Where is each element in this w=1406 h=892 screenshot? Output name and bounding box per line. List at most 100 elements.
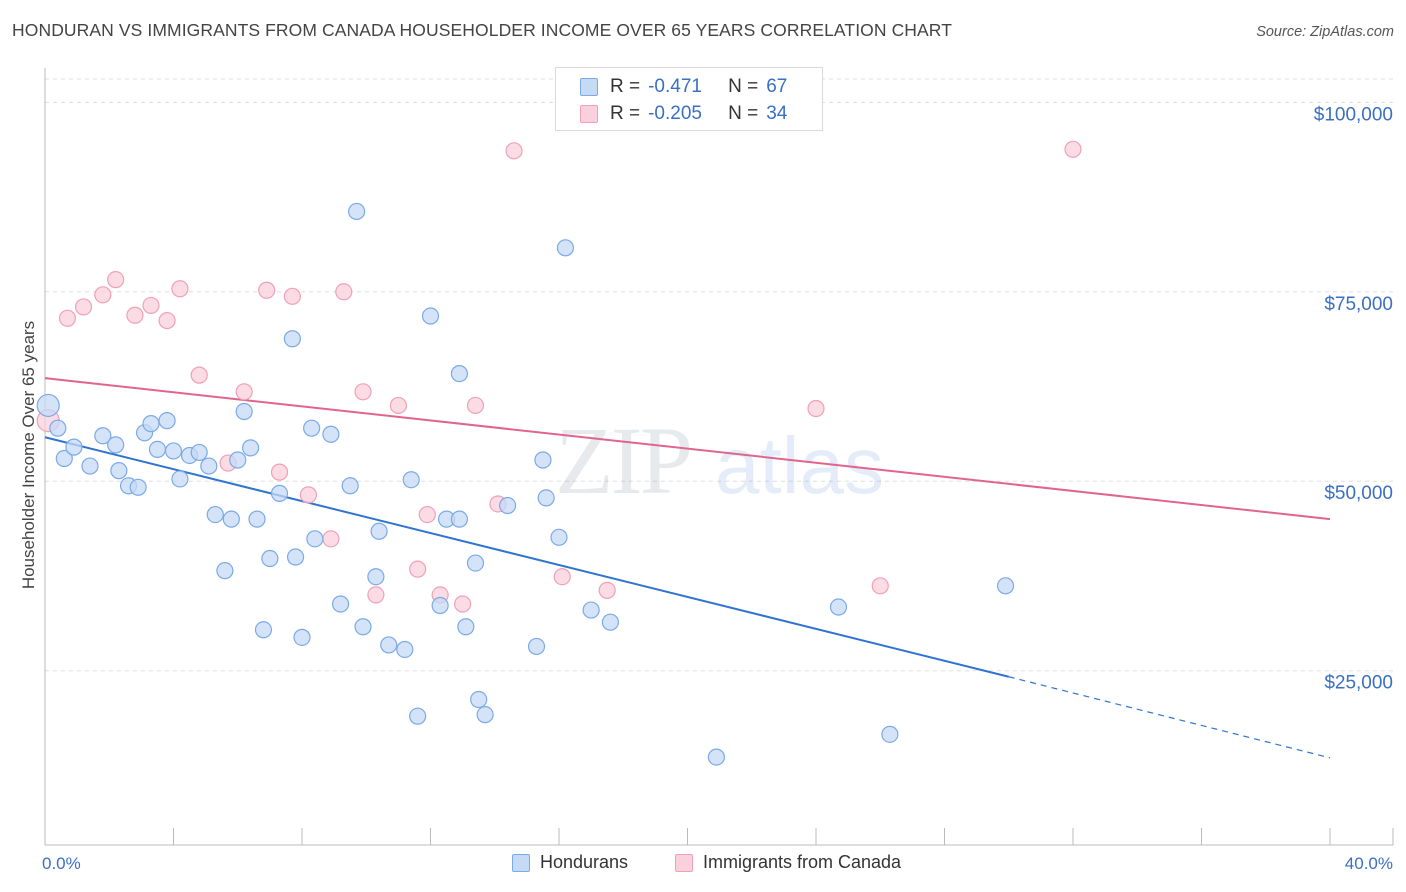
honduran-point: [190, 443, 208, 462]
honduran-point: [261, 549, 279, 568]
y-tick-label: $25,000: [1324, 673, 1393, 694]
canada-point: [807, 399, 825, 418]
honduran-point: [881, 725, 899, 743]
honduran-point: [322, 425, 340, 443]
honduran-point: [81, 457, 99, 475]
honduran-point: [537, 489, 555, 507]
honduran-point: [470, 690, 488, 709]
canada-point: [335, 283, 353, 301]
canada-point: [142, 296, 160, 315]
canada-point: [258, 281, 276, 299]
honduran-point: [110, 462, 128, 480]
canada-point: [871, 577, 889, 595]
bottom-legend: Hondurans Immigrants from Canada: [0, 852, 1406, 876]
canada-point: [190, 366, 208, 384]
honduran-point: [286, 548, 305, 566]
legend-swatch-canada: [580, 105, 598, 123]
trend-line-hondurans-extension: [1008, 676, 1331, 759]
honduran-point: [293, 628, 311, 646]
canada-point: [299, 486, 318, 504]
canada-point: [158, 311, 176, 330]
y-tick-label: $50,000: [1324, 483, 1393, 504]
canada-point: [367, 586, 385, 604]
honduran-point: [283, 330, 301, 348]
trend-lines: [44, 377, 1331, 759]
honduran-point: [229, 451, 247, 469]
honduran-point: [450, 365, 469, 383]
honduran-point: [370, 522, 388, 540]
canada-point: [74, 298, 93, 316]
trend-line-canada: [44, 377, 1331, 521]
honduran-point: [348, 202, 366, 221]
canada-point: [283, 287, 301, 305]
canada-point: [454, 595, 472, 613]
honduran-point: [707, 748, 726, 766]
honduran-point: [242, 439, 260, 457]
svg-text:ZIP: ZIP: [555, 407, 690, 514]
bottom-legend-label-canada: Immigrants from Canada: [703, 852, 902, 872]
bottom-legend-canada: Immigrants from Canada: [675, 852, 901, 873]
y-tick-label: $75,000: [1324, 294, 1393, 315]
axes: [44, 68, 1394, 846]
honduran-point: [55, 449, 73, 468]
canada-point: [126, 306, 144, 324]
canada-point: [409, 560, 427, 578]
honduran-point: [235, 402, 253, 421]
honduran-point: [450, 510, 469, 528]
canada-point: [1064, 140, 1082, 158]
legend-n-value: 67: [766, 76, 788, 97]
honduran-point: [354, 618, 372, 636]
chart-source: Source: ZipAtlas.com: [1256, 24, 1394, 40]
honduran-point: [499, 496, 517, 515]
honduran-point: [65, 438, 83, 456]
honduran-point: [129, 478, 147, 496]
honduran-point: [142, 415, 160, 433]
honduran-point: [341, 477, 359, 495]
legend-row-hondurans: R = -0.471 N = 67: [580, 74, 787, 100]
bottom-legend-swatch-hondurans: [512, 853, 530, 872]
x-tick-label: 0.0%: [42, 854, 81, 873]
canada-point: [94, 286, 112, 304]
legend-swatch-hondurans: [580, 78, 598, 96]
honduran-point: [466, 554, 485, 572]
legend: R = -0.471 N = 67 R = -0.205 N = 34: [555, 67, 823, 131]
honduran-point: [396, 640, 414, 659]
legend-r-value: -0.205: [648, 103, 702, 124]
honduran-point: [270, 484, 289, 502]
legend-row-canada: R = -0.205 N = 34: [580, 101, 787, 127]
honduran-point: [36, 393, 60, 418]
honduran-point: [421, 307, 440, 325]
honduran-point: [829, 598, 848, 616]
svg-text:atlas: atlas: [715, 421, 884, 510]
canada-point: [107, 271, 125, 289]
y-tick-labels: $25,000 $50,000 $75,000 $100,000: [1314, 104, 1393, 693]
canada-point: [466, 396, 485, 415]
legend-n-label: N =: [728, 103, 759, 124]
gridlines: [45, 78, 1393, 672]
canada-point: [322, 530, 340, 548]
trend-line-hondurans: [44, 436, 1009, 678]
honduran-point: [49, 419, 67, 437]
canada-point: [171, 280, 189, 298]
honduran-point: [171, 470, 189, 488]
canada-point: [418, 505, 436, 524]
honduran-point: [248, 510, 266, 528]
honduran-point: [409, 707, 427, 725]
y-axis-title: Householder Income Over 65 years: [19, 321, 38, 589]
honduran-point: [996, 577, 1015, 595]
honduran-point: [367, 568, 385, 586]
legend-n-value: 34: [766, 103, 788, 124]
bottom-legend-hondurans: Hondurans: [512, 852, 628, 873]
honduran-point: [254, 621, 273, 639]
honduran-point: [431, 596, 449, 615]
honduran-point: [380, 636, 398, 654]
honduran-point: [158, 412, 176, 430]
canada-point: [389, 396, 407, 415]
canada-point: [270, 463, 289, 481]
honduran-point: [331, 595, 350, 613]
honduran-point: [556, 239, 575, 257]
honduran-point: [206, 505, 224, 524]
honduran-point: [457, 618, 475, 636]
canada-point: [553, 568, 571, 586]
canada-point: [598, 581, 616, 599]
